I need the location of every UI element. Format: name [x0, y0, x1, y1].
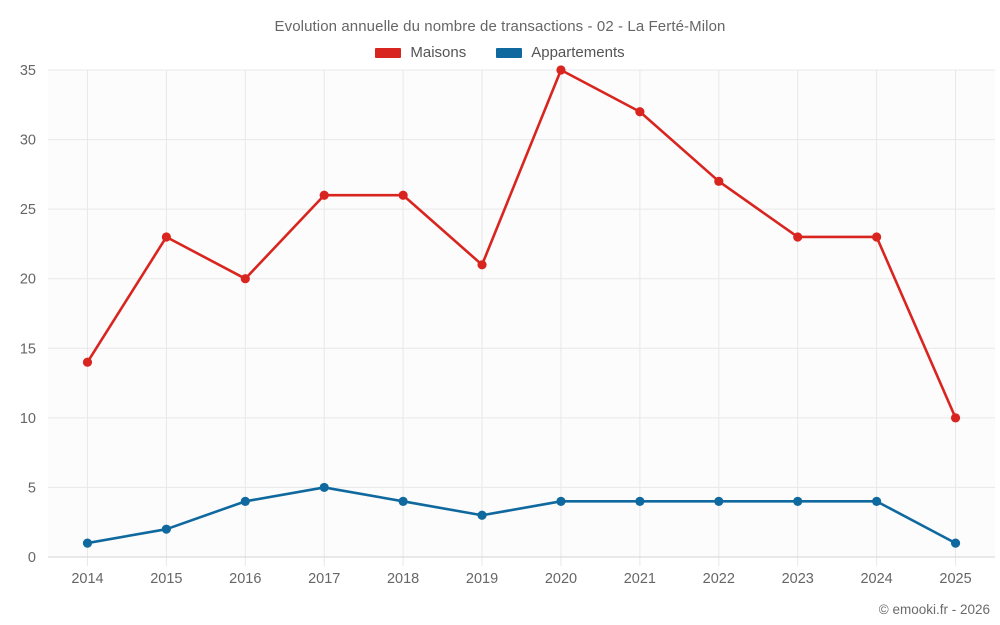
series-line-maisons	[86, 68, 957, 420]
x-tick-label: 2024	[860, 571, 892, 587]
data-point[interactable]	[872, 232, 882, 242]
data-point[interactable]	[635, 496, 645, 506]
x-tick-label: 2014	[71, 571, 103, 587]
chart-title: Evolution annuelle du nombre de transact…	[274, 18, 726, 35]
y-tick-label: 25	[20, 202, 36, 218]
copyright-credit: © emooki.fr - 2026	[878, 602, 990, 617]
data-point[interactable]	[872, 496, 882, 506]
legend-item-appartements[interactable]: Appartements	[496, 44, 625, 61]
data-series-lines	[86, 68, 957, 545]
data-point[interactable]	[950, 413, 961, 423]
x-tick-label: 2022	[703, 571, 735, 587]
y-tick-label: 0	[28, 550, 36, 566]
x-tick-label: 2025	[939, 571, 971, 587]
x-tick-label: 2016	[229, 571, 261, 587]
data-point[interactable]	[319, 482, 329, 493]
legend-label-appartements: Appartements	[531, 44, 625, 61]
x-tick-label: 2018	[387, 571, 419, 587]
y-tick-label: 5	[28, 480, 36, 496]
data-point[interactable]	[793, 496, 803, 506]
data-point[interactable]	[398, 496, 408, 506]
legend-swatch-appartements	[496, 47, 523, 58]
data-point[interactable]	[161, 232, 171, 242]
data-point[interactable]	[793, 232, 803, 242]
y-tick-label: 35	[20, 63, 36, 79]
y-axis-tick-labels: 0 5 10 15 20 25 30 35	[20, 63, 36, 566]
y-tick-label: 30	[20, 133, 36, 149]
axis-lines	[48, 556, 995, 566]
data-point[interactable]	[161, 524, 171, 534]
chart-legend: Maisons Appartements	[0, 44, 1000, 61]
x-axis-tick-labels: 2014 2015 2016 2017 2018 2019 2020 2021 2022 2023…	[71, 571, 971, 587]
data-point[interactable]	[950, 538, 961, 548]
x-tick-label: 2019	[466, 571, 498, 587]
y-tick-label: 20	[20, 272, 36, 288]
x-gridlines	[86, 70, 957, 557]
x-tick-label: 2023	[782, 571, 814, 587]
legend-label-maisons: Maisons	[410, 44, 467, 61]
data-point[interactable]	[82, 357, 93, 367]
data-point[interactable]	[635, 107, 645, 117]
plot-background	[48, 70, 995, 557]
data-point[interactable]	[240, 274, 250, 284]
data-point[interactable]	[714, 496, 724, 506]
legend-item-maisons[interactable]: Maisons	[375, 44, 466, 61]
legend-swatch-maisons	[375, 47, 402, 58]
data-point[interactable]	[398, 190, 408, 200]
x-tick-label: 2015	[150, 571, 182, 587]
y-tick-label: 10	[20, 411, 36, 427]
data-point[interactable]	[556, 65, 566, 75]
data-point[interactable]	[714, 176, 724, 186]
data-point[interactable]	[82, 538, 93, 548]
data-point[interactable]	[477, 260, 487, 270]
data-point[interactable]	[556, 496, 566, 506]
series-line-appartements	[86, 486, 957, 545]
y-tick-label: 15	[20, 341, 36, 357]
data-point[interactable]	[477, 510, 487, 520]
x-tick-label: 2017	[308, 571, 340, 587]
data-point[interactable]	[240, 496, 250, 506]
data-point[interactable]	[319, 190, 329, 200]
x-tick-label: 2021	[624, 571, 656, 587]
data-series-markers	[82, 65, 961, 548]
x-tick-label: 2020	[545, 571, 577, 587]
